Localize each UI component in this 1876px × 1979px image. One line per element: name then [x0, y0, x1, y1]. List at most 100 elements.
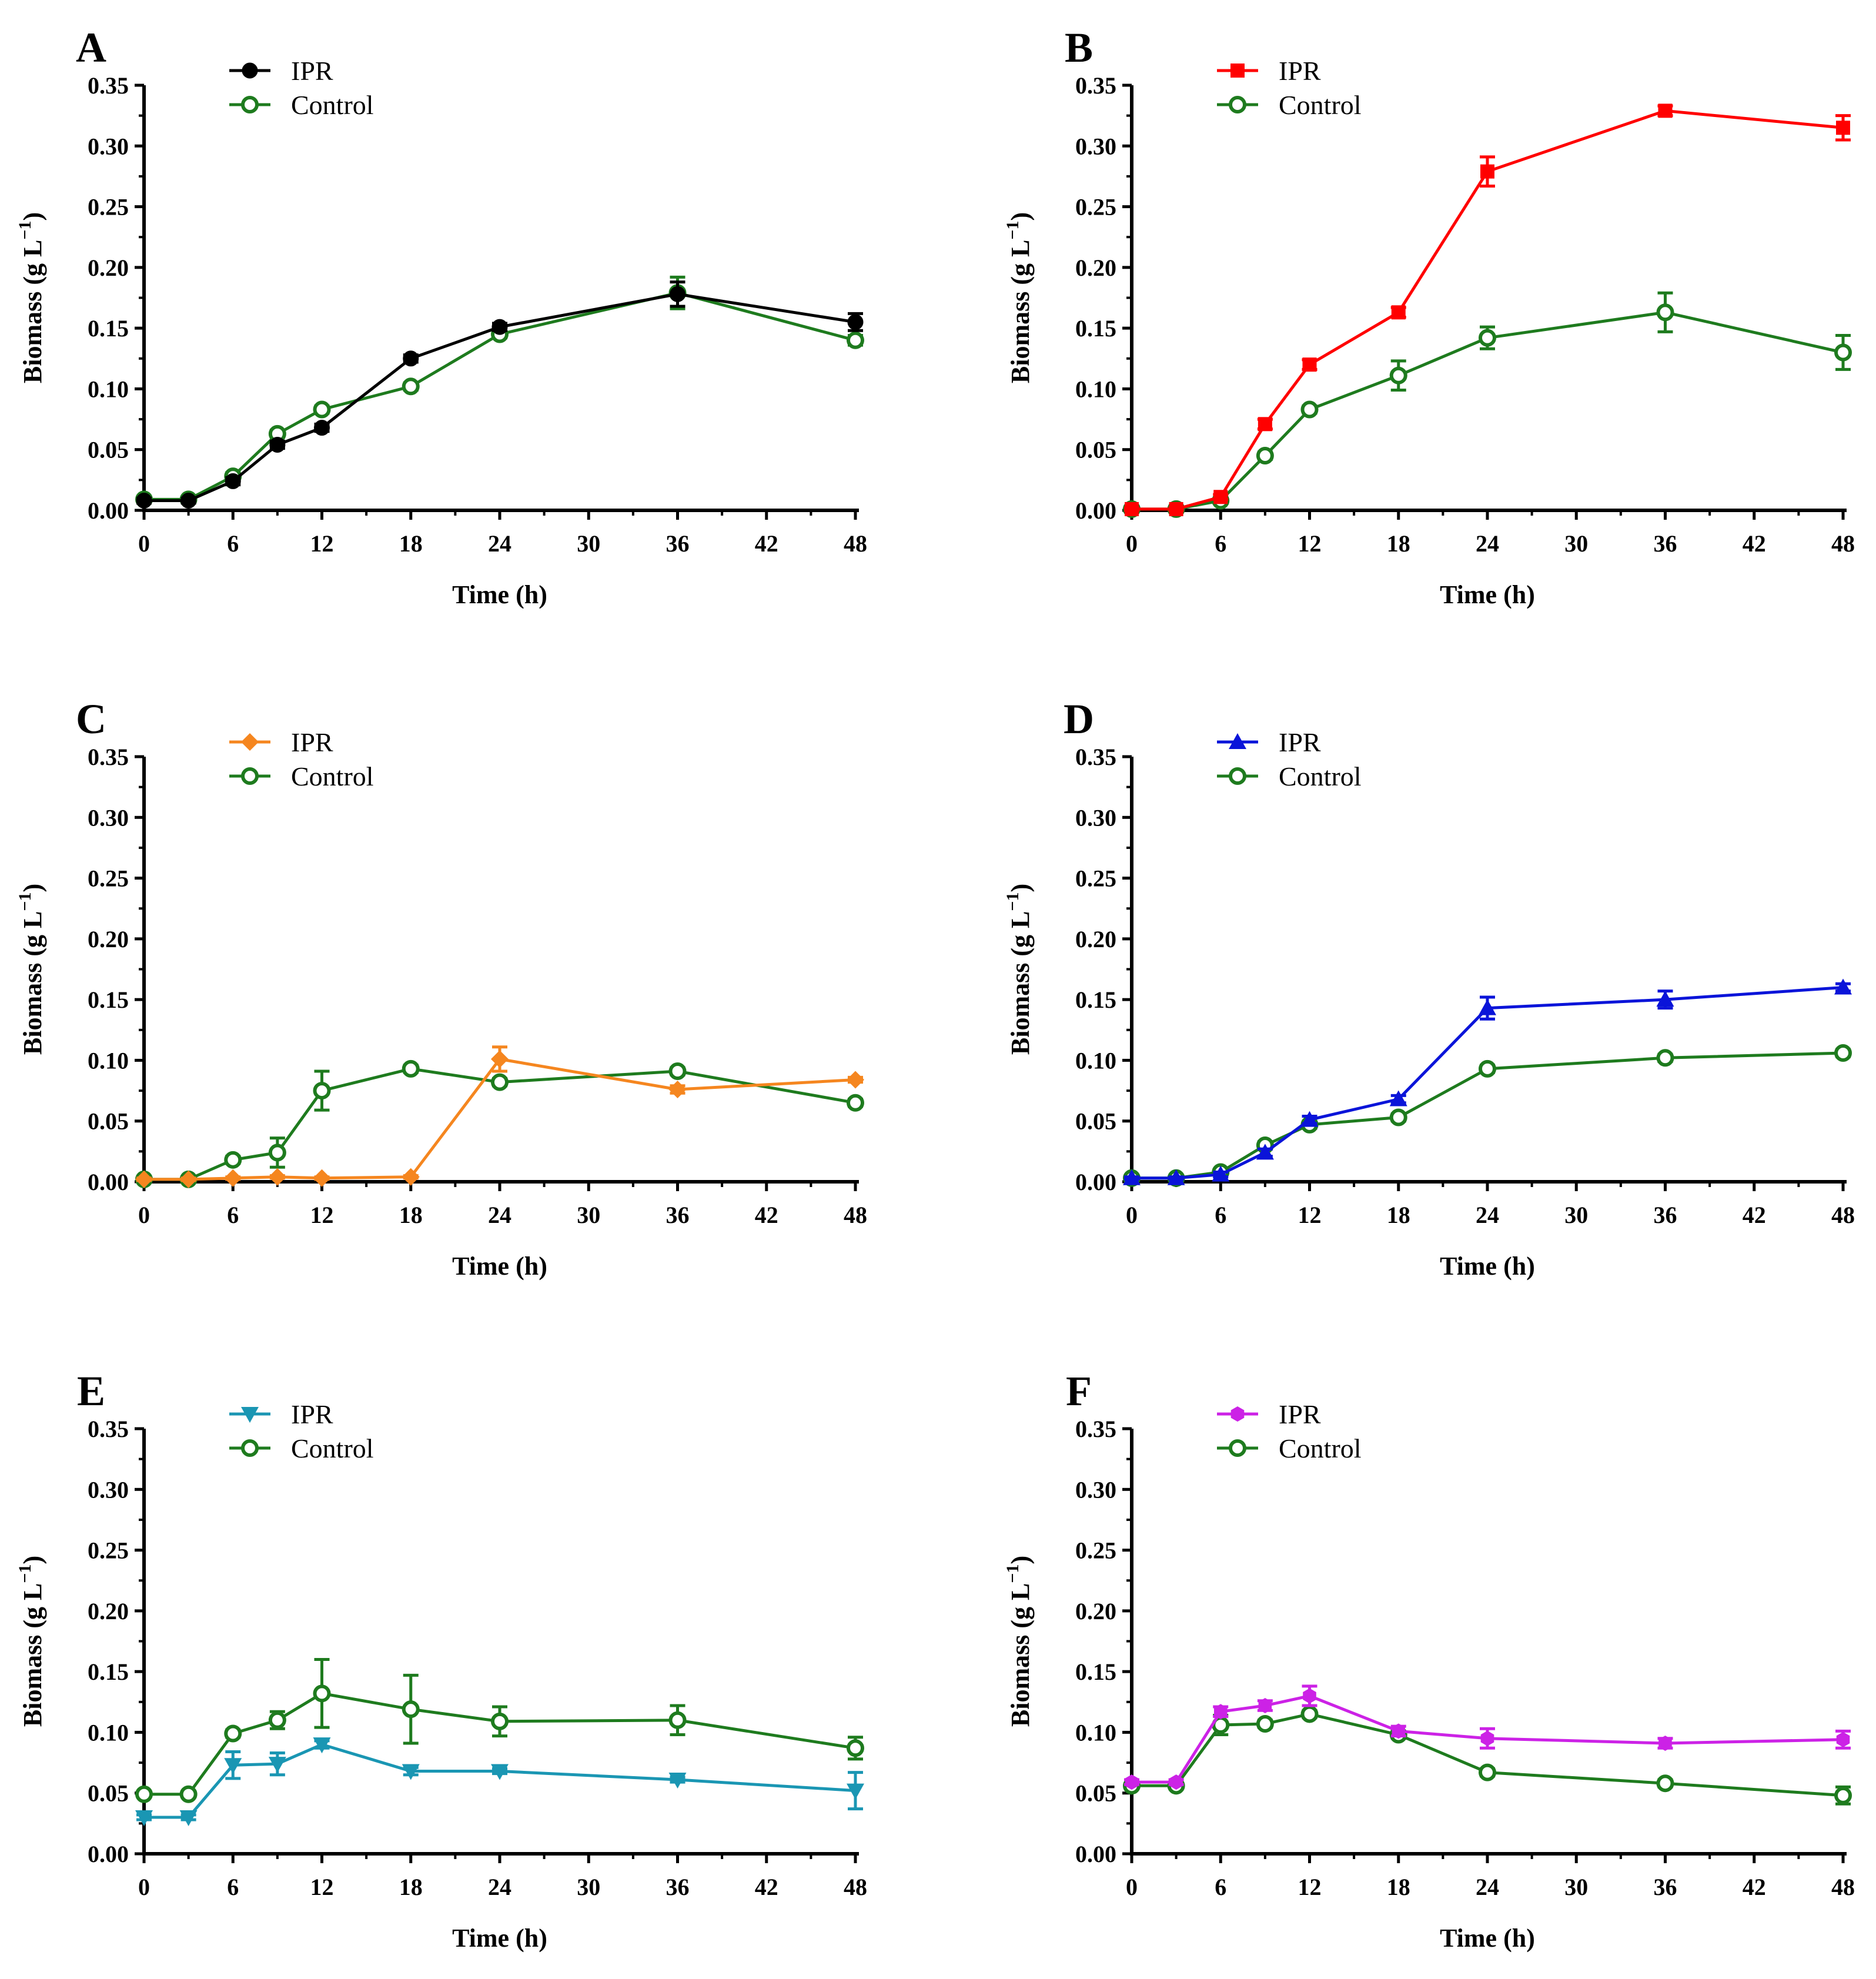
y-tick-label: 0.25 — [88, 194, 129, 220]
x-tick-label: 18 — [399, 530, 423, 557]
data-point-ipr — [313, 1737, 331, 1754]
x-tick-label: 6 — [227, 1202, 239, 1228]
x-tick-label: 24 — [1476, 530, 1499, 557]
series-control — [1123, 1705, 1852, 1806]
legend-marker — [1230, 63, 1245, 78]
series-ipr — [135, 1737, 864, 1827]
x-tick-label: 6 — [1215, 1874, 1226, 1900]
y-tick-label: 0.05 — [1075, 1108, 1116, 1135]
series-control — [1123, 291, 1852, 518]
data-point-ipr — [1656, 991, 1674, 1007]
y-axis-title-superscript: −1 — [15, 221, 35, 240]
x-tick-label: 36 — [666, 1202, 690, 1228]
x-tick-label: 0 — [138, 1202, 150, 1228]
y-tick-label: 0.30 — [88, 1476, 129, 1503]
series-control — [135, 1657, 864, 1803]
panel-label: F — [1066, 1368, 1092, 1415]
data-point-control — [491, 1712, 509, 1730]
legend-label: Control — [291, 1433, 374, 1463]
y-axis-title-superscript: −1 — [15, 1565, 35, 1583]
y-tick-label: 0.15 — [88, 315, 129, 342]
legend-label: Control — [1279, 90, 1362, 120]
y-axis-title-text: Biomass (g L — [18, 240, 47, 383]
data-point-ipr — [135, 1170, 153, 1188]
data-point-control — [1479, 1059, 1496, 1078]
data-point-ipr — [1302, 357, 1317, 372]
data-point-ipr — [1123, 1169, 1141, 1185]
y-axis-title-close: ) — [1006, 212, 1035, 221]
data-point-control — [668, 1711, 687, 1729]
data-point-ipr — [1480, 164, 1494, 179]
y-tick-label: 0.25 — [1075, 1537, 1116, 1564]
y-tick-label: 0.20 — [88, 255, 129, 281]
y-axis-title: Biomass (g L−1) — [15, 212, 47, 383]
legend-label: Control — [291, 90, 374, 120]
data-point-ipr — [847, 1783, 864, 1800]
y-tick-label: 0.30 — [88, 804, 129, 831]
y-tick-label: 0.00 — [1075, 497, 1116, 524]
x-tick-label: 12 — [1298, 1202, 1322, 1228]
x-tick-label: 48 — [844, 530, 867, 557]
chart-panel-c: C 0.00 0.05 0.10 0.15 0.20 0.25 0.30 0.35 0 6 12 18 2… — [15, 696, 867, 1281]
y-tick-label: 0.00 — [1075, 1169, 1116, 1195]
x-tick-label: 12 — [310, 1874, 334, 1900]
series-line-ipr — [144, 1743, 856, 1819]
y-tick-label: 0.30 — [1075, 1476, 1116, 1503]
y-axis-title: Biomass (g L−1) — [1003, 884, 1035, 1055]
data-point-control — [313, 1082, 331, 1100]
y-tick-label: 0.05 — [1075, 1780, 1116, 1807]
y-tick-label: 0.20 — [88, 926, 129, 952]
data-point-control — [402, 1700, 420, 1719]
data-point-control — [402, 377, 420, 396]
data-point-ipr — [668, 1772, 687, 1789]
x-tick-label: 0 — [1126, 1874, 1138, 1900]
y-axis-title-superscript: −1 — [1003, 892, 1022, 911]
x-axis-title: Time (h) — [1440, 1924, 1535, 1953]
x-tick-label: 18 — [399, 1202, 423, 1228]
data-point-ipr — [1256, 1144, 1274, 1160]
data-point-control — [313, 400, 331, 419]
chart-panel-d: D 0.00 0.05 0.10 0.15 0.20 0.25 0.30 0.35 0 6 12 18 2… — [1003, 696, 1855, 1281]
y-tick-label: 0.30 — [1075, 133, 1116, 159]
data-point-ipr — [313, 1169, 331, 1187]
x-tick-label: 6 — [1215, 530, 1226, 557]
x-tick-label: 24 — [1476, 1202, 1499, 1228]
x-tick-label: 30 — [577, 1874, 600, 1900]
data-point-ipr — [1658, 1736, 1672, 1751]
data-point-control — [313, 1684, 331, 1703]
data-point-control — [847, 1094, 864, 1112]
x-tick-label: 0 — [138, 530, 150, 557]
x-tick-label: 6 — [1215, 1202, 1226, 1228]
data-point-control — [179, 1785, 198, 1803]
x-tick-label: 24 — [1476, 1874, 1499, 1900]
y-tick-label: 0.20 — [1075, 926, 1116, 952]
data-point-ipr — [1213, 490, 1228, 504]
legend-label: Control — [291, 761, 374, 791]
x-tick-label: 42 — [1743, 1202, 1766, 1228]
data-point-control — [1656, 1774, 1674, 1793]
y-axis-title-close: ) — [18, 1556, 47, 1565]
data-point-control — [1256, 447, 1274, 465]
data-point-control — [1834, 1044, 1852, 1062]
y-tick-label: 0.10 — [1075, 376, 1116, 402]
legend-marker — [241, 1407, 259, 1423]
y-tick-label: 0.25 — [1075, 865, 1116, 892]
data-point-ipr — [402, 1764, 420, 1780]
panel-label: C — [76, 696, 106, 743]
x-tick-label: 42 — [755, 1202, 778, 1228]
data-point-control — [135, 1785, 153, 1803]
x-tick-label: 48 — [1831, 530, 1855, 557]
x-tick-label: 6 — [227, 530, 239, 557]
data-point-ipr — [1212, 1165, 1230, 1182]
y-tick-label: 0.15 — [1075, 987, 1116, 1013]
y-tick-label: 0.15 — [1075, 1659, 1116, 1685]
data-point-control — [847, 331, 864, 349]
legend-marker — [1229, 96, 1246, 113]
legend-label: IPR — [1279, 727, 1321, 757]
data-point-control — [224, 1151, 242, 1169]
legend-marker — [242, 62, 258, 79]
x-tick-label: 36 — [666, 1874, 690, 1900]
y-tick-label: 0.05 — [88, 1780, 129, 1807]
data-point-ipr — [1392, 1723, 1405, 1739]
x-tick-label: 24 — [488, 1874, 511, 1900]
